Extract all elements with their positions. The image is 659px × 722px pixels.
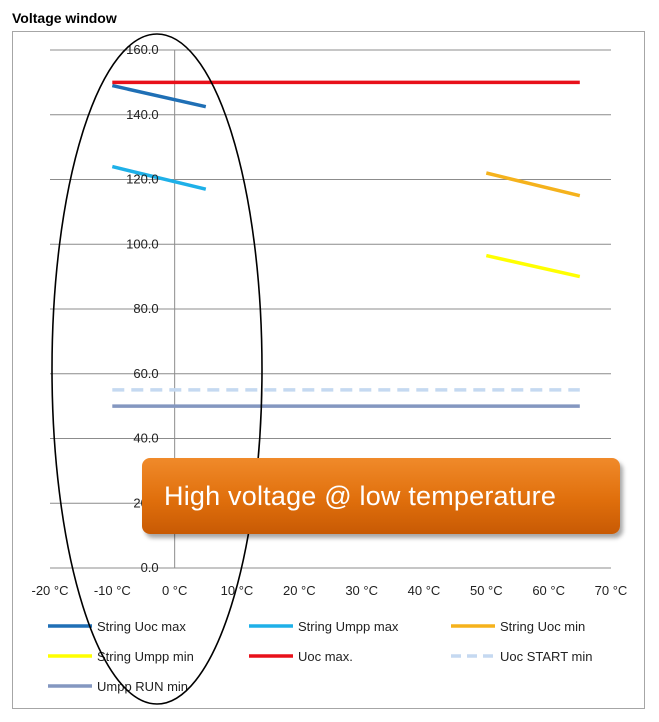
legend-label: String Umpp min: [97, 649, 194, 664]
x-tick-label: 0 °C: [162, 583, 187, 598]
series-line: [486, 256, 580, 277]
legend-label: String Uoc min: [500, 619, 585, 634]
legend-label: Umpp RUN min: [97, 679, 188, 694]
x-tick-label: -10 °C: [94, 583, 131, 598]
legend-label: Uoc max.: [298, 649, 353, 664]
x-tick-label: 40 °C: [408, 583, 441, 598]
legend-label: String Umpp max: [298, 619, 399, 634]
y-tick-label: 0.0: [141, 560, 159, 575]
x-tick-label: 30 °C: [345, 583, 378, 598]
y-tick-label: 140.0: [126, 107, 159, 122]
y-tick-label: 80.0: [133, 301, 158, 316]
series-line: [486, 173, 580, 196]
x-tick-label: 50 °C: [470, 583, 503, 598]
y-tick-label: 40.0: [133, 431, 158, 446]
x-tick-label: 20 °C: [283, 583, 316, 598]
x-tick-label: 60 °C: [532, 583, 565, 598]
legend-layer: String Uoc max String Umpp max String Uoc …: [48, 619, 592, 694]
callout-box: High voltage @ low temperature: [142, 458, 620, 534]
y-tick-label: 100.0: [126, 236, 159, 251]
x-tick-label: 70 °C: [595, 583, 628, 598]
y-tick-label: 120.0: [126, 172, 159, 187]
series-line: [112, 86, 206, 107]
callout-text: High voltage @ low temperature: [164, 481, 556, 512]
legend-label: String Uoc max: [97, 619, 186, 634]
legend-label: Uoc START min: [500, 649, 592, 664]
y-tick-label: 60.0: [133, 366, 158, 381]
x-tick-label: -20 °C: [32, 583, 69, 598]
